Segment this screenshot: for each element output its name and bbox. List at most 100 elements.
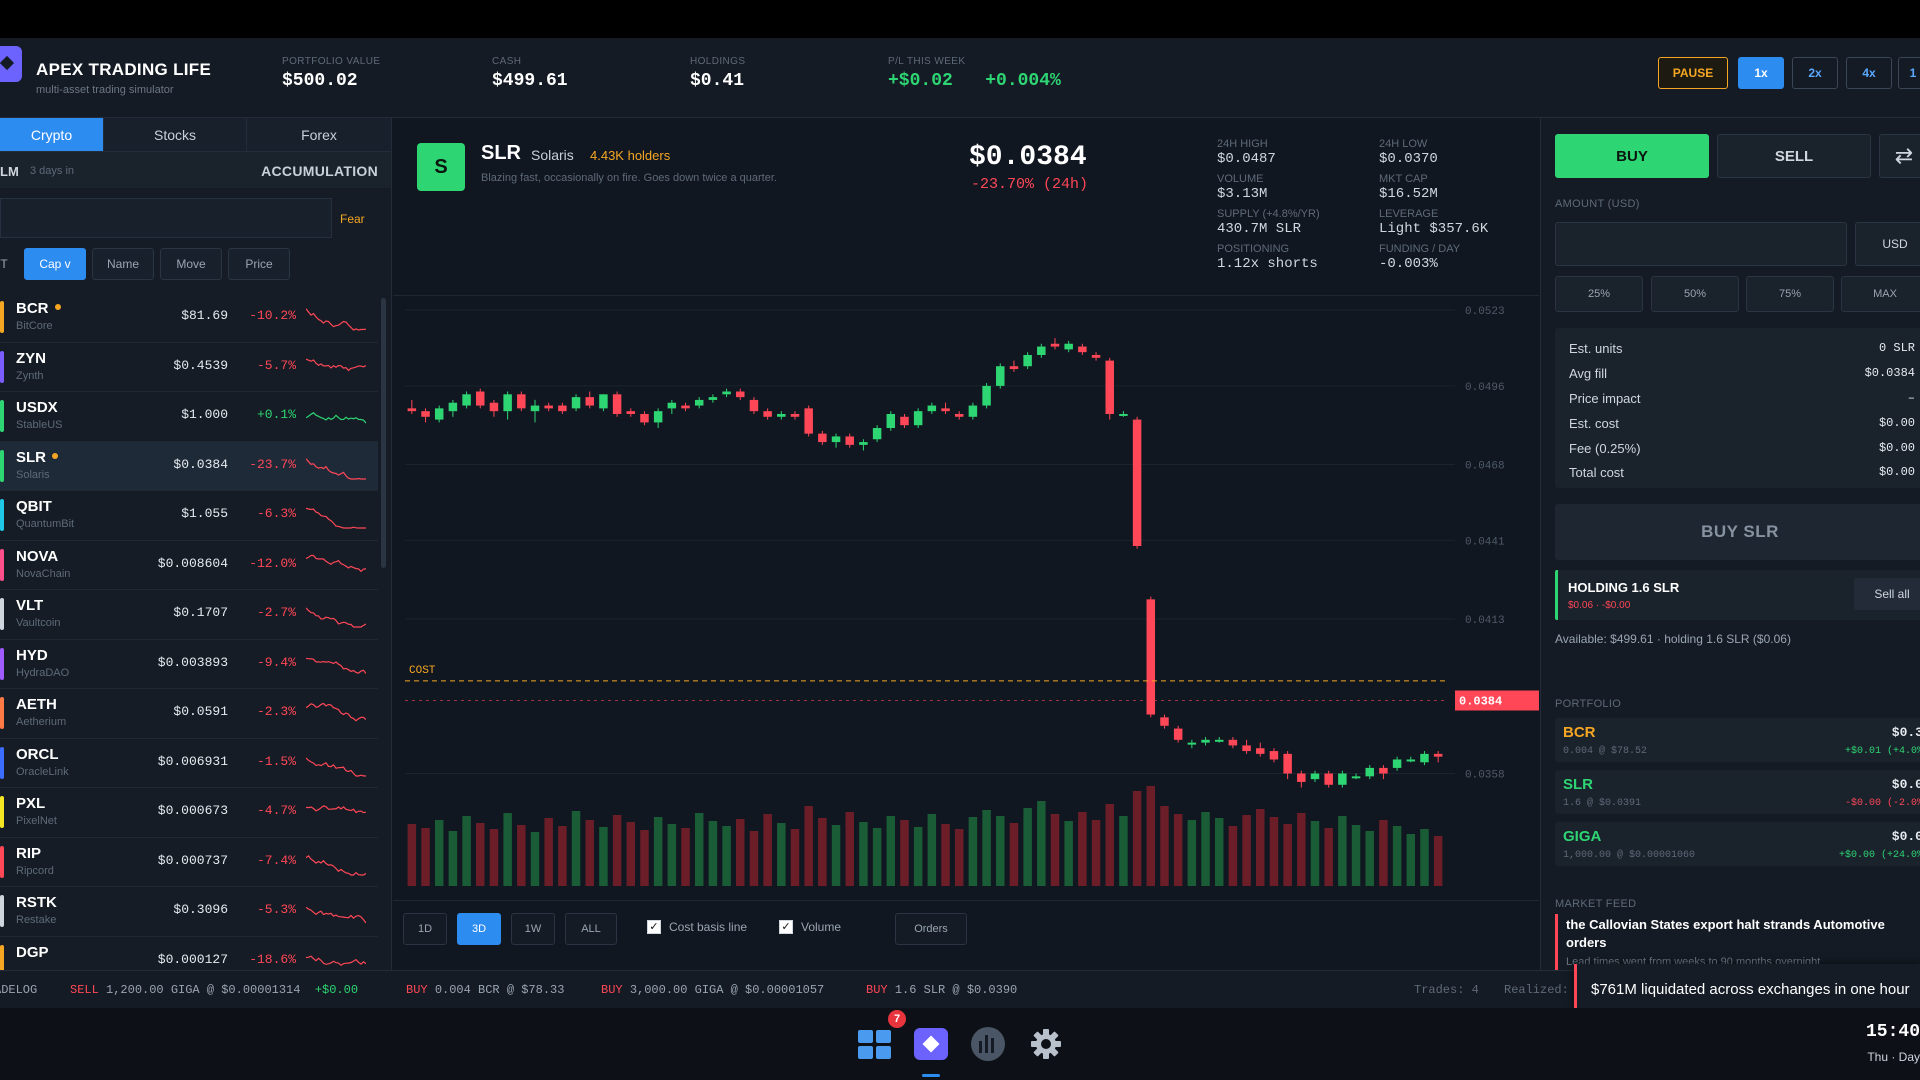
asset-sparkline: [306, 954, 366, 966]
price-chart-area[interactable]: 0.0523 0.0496 0.0468 0.0441 0.0413 0.0358 COST…: [393, 295, 1541, 896]
candle-body: [612, 394, 622, 414]
candle-body: [941, 408, 950, 412]
amount-input[interactable]: [1555, 222, 1847, 266]
asset-search-input[interactable]: [0, 198, 332, 238]
chart-panel: S SLR Solaris 4.43K holders Blazing fast…: [393, 118, 1541, 970]
timeframe-3d-button[interactable]: 3D: [457, 913, 501, 945]
pct-50-button[interactable]: 50%: [1651, 276, 1739, 312]
asset-row-usdx[interactable]: USDX StableUS $1.000 +0.1%: [0, 392, 378, 442]
buy-tab-button[interactable]: BUY: [1555, 134, 1709, 178]
settings-gear-icon[interactable]: [1026, 1024, 1066, 1064]
swap-icon[interactable]: ⇄: [1879, 134, 1920, 178]
candle-body: [530, 405, 540, 412]
asset-symbol: PXL: [16, 795, 46, 812]
stats-chart-icon[interactable]: [968, 1024, 1008, 1064]
candle-body: [448, 402, 458, 412]
orders-button[interactable]: Orders: [895, 913, 967, 945]
sort-price-button[interactable]: Price: [228, 248, 290, 280]
portfolio-card-slr[interactable]: SLR 1.6 @ $0.0391 $0.0 -$0.00 (-2.0%: [1555, 770, 1920, 814]
asset-change: -5.7%: [256, 357, 296, 373]
asset-name: HydraDAO: [16, 666, 70, 679]
sell-tab-button[interactable]: SELL: [1717, 134, 1871, 178]
timeframe-1d-button[interactable]: 1D: [403, 913, 447, 945]
volume-toggle[interactable]: ✓ Volume: [779, 920, 841, 934]
volume-bar: [1009, 823, 1019, 886]
sort-move-button[interactable]: Move: [160, 248, 222, 280]
candle-body: [571, 397, 581, 409]
speed-1x-button[interactable]: 1x: [1738, 57, 1784, 89]
stat-24h-high: 24H HIGH $0.0487: [1217, 138, 1276, 167]
weekly-pl-stat: P/L THIS WEEK +$0.02 +0.004%: [888, 56, 1061, 91]
speed-more-button[interactable]: 1: [1898, 57, 1920, 89]
available-balance: Available: $499.61 · holding 1.6 SLR ($0…: [1555, 632, 1791, 646]
sell-all-button[interactable]: Sell all: [1854, 578, 1920, 610]
volume-bar: [558, 826, 567, 886]
portfolio-detail: 0.004 @ $78.52: [1563, 746, 1648, 757]
asset-row-slr[interactable]: SLR Solaris $0.0384 -23.7%: [0, 441, 378, 491]
speed-2x-button[interactable]: 2x: [1792, 57, 1838, 89]
asset-symbol: SLR: [16, 449, 58, 466]
candle-body: [653, 411, 663, 423]
portfolio-symbol: GIGA: [1563, 828, 1602, 845]
sort-label: T: [0, 257, 8, 271]
candlestick-chart[interactable]: 0.0523 0.0496 0.0468 0.0441 0.0413 0.0358 COST…: [393, 296, 1541, 896]
asset-row-vlt[interactable]: VLT Vaultcoin $0.1707 -2.7%: [0, 590, 378, 640]
asset-sparkline: [306, 457, 366, 480]
asset-row-dgp[interactable]: DGP $0.000127 -18.6%: [0, 937, 378, 970]
held-dot-icon: [54, 304, 61, 310]
asset-row-rstk[interactable]: RSTK Restake $0.3096 -5.3%: [0, 887, 378, 937]
asset-symbol: ZYN: [16, 349, 46, 367]
timeframe-all-button[interactable]: ALL: [565, 913, 617, 945]
asset-row-bcr[interactable]: BCR BitCore $81.69 -10.2%: [0, 293, 378, 343]
volume-bar: [886, 816, 896, 886]
volume-bar: [1256, 809, 1265, 886]
pct-25-button[interactable]: 25%: [1555, 276, 1643, 312]
asset-list-scrollbar[interactable]: [381, 298, 386, 568]
asset-row-qbit[interactable]: QBIT QuantumBit $1.055 -6.3%: [0, 491, 378, 541]
asset-symbol: DGP: [16, 943, 49, 961]
asset-row-pxl[interactable]: PXL PixelNet $0.000673 -4.7%: [0, 788, 378, 838]
asset-row-hyd[interactable]: HYD HydraDAO $0.003893 -9.4%: [0, 640, 378, 689]
submit-buy-button[interactable]: BUY SLR: [1555, 504, 1920, 560]
asset-color-bar: [0, 449, 4, 482]
y-tick-label: 0.0413: [1465, 615, 1505, 627]
asset-color-bar: [0, 697, 4, 729]
candle-body: [667, 402, 677, 409]
notification-toast[interactable]: $761M liquidated across exchanges in one…: [1574, 964, 1920, 1014]
coin-icon: S: [417, 143, 465, 191]
portfolio-card-bcr[interactable]: BCR 0.004 @ $78.52 $0.3 +$0.01 (+4.0%: [1555, 718, 1920, 762]
asset-change: -2.3%: [256, 704, 296, 719]
candle-body: [859, 442, 868, 445]
portfolio-card-giga[interactable]: GIGA 1,000.00 @ $0.00001060 $0.0 +$0.00 (+2…: [1555, 822, 1920, 866]
candle-body: [1406, 759, 1416, 762]
sparkline-path: [306, 457, 366, 480]
asset-row-rip[interactable]: RIP Ripcord $0.000737 -7.4%: [0, 838, 378, 887]
sort-name-button[interactable]: Name: [92, 248, 154, 280]
pct-max-button[interactable]: MAX: [1841, 276, 1920, 312]
market-feed-item[interactable]: the Callovian States export halt strands…: [1555, 914, 1920, 970]
candle-body: [736, 391, 745, 398]
timeframe-1w-button[interactable]: 1W: [511, 913, 555, 945]
asset-row-orcl[interactable]: ORCL OracleLink $0.006931 -1.5%: [0, 739, 378, 788]
tab-crypto[interactable]: Crypto: [0, 118, 104, 152]
asset-change: +0.1%: [256, 407, 296, 422]
trading-app-icon[interactable]: [912, 1024, 952, 1064]
asset-row-aeth[interactable]: AETH Aetherium $0.0591 -2.3%: [0, 689, 378, 739]
volume-bar: [640, 830, 649, 886]
cost-basis-toggle[interactable]: ✓ Cost basis line: [647, 920, 747, 934]
tab-forex[interactable]: Forex: [247, 118, 391, 152]
asset-sparkline: [306, 702, 366, 722]
volume-bar: [462, 816, 471, 886]
pct-75-button[interactable]: 75%: [1746, 276, 1834, 312]
asset-row-nova[interactable]: NOVA NovaChain $0.008604 -12.0%: [0, 541, 378, 590]
est-cost-row: Est. cost $0.00: [1569, 416, 1915, 431]
tab-stocks[interactable]: Stocks: [104, 118, 247, 152]
sort-cap-button[interactable]: Cap v: [24, 248, 86, 280]
asset-row-zyn[interactable]: ZYN Zynth $0.4539 -5.7%: [0, 343, 378, 392]
speed-4x-button[interactable]: 4x: [1846, 57, 1892, 89]
currency-button[interactable]: USD: [1855, 222, 1920, 266]
apps-grid-icon[interactable]: [856, 1024, 896, 1064]
asset-symbol: ORCL: [16, 745, 59, 763]
asset-name: Restake: [16, 914, 57, 926]
pause-button[interactable]: PAUSE: [1658, 57, 1728, 89]
